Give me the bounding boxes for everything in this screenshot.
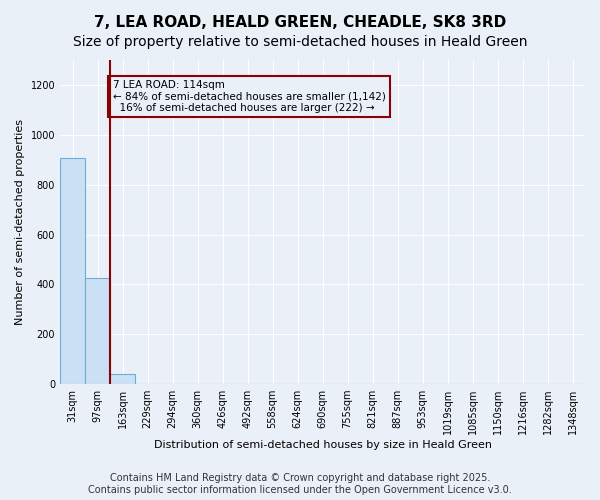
Bar [110, 374, 135, 384]
Bar [85, 278, 110, 384]
Bar [60, 158, 85, 384]
Text: Contains HM Land Registry data © Crown copyright and database right 2025.
Contai: Contains HM Land Registry data © Crown c… [88, 474, 512, 495]
Text: 7, LEA ROAD, HEALD GREEN, CHEADLE, SK8 3RD: 7, LEA ROAD, HEALD GREEN, CHEADLE, SK8 3… [94, 15, 506, 30]
Text: Size of property relative to semi-detached houses in Heald Green: Size of property relative to semi-detach… [73, 35, 527, 49]
X-axis label: Distribution of semi-detached houses by size in Heald Green: Distribution of semi-detached houses by … [154, 440, 491, 450]
Y-axis label: Number of semi-detached properties: Number of semi-detached properties [15, 119, 25, 325]
Text: 7 LEA ROAD: 114sqm
← 84% of semi-detached houses are smaller (1,142)
  16% of se: 7 LEA ROAD: 114sqm ← 84% of semi-detache… [113, 80, 385, 113]
